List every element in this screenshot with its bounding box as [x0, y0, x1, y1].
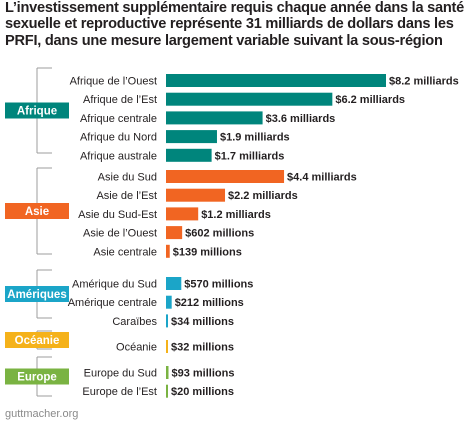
bar [166, 226, 183, 240]
bar [166, 92, 333, 106]
category-label: Asie centrale [93, 246, 157, 258]
value-label: $1.7 milliards [215, 150, 285, 162]
bar [166, 366, 169, 379]
category-label: Afrique de l’Ouest [70, 76, 157, 88]
value-label: $8.2 milliards [389, 76, 459, 88]
group-label: Océanie [15, 335, 60, 347]
value-label: $34 millions [171, 316, 234, 328]
category-label: Amérique centrale [68, 297, 157, 309]
bar [166, 74, 386, 87]
category-label: Afrique australe [80, 150, 157, 162]
category-label: Europe de l’Est [82, 386, 157, 398]
category-label: Afrique de l’Est [83, 94, 157, 106]
bar [166, 244, 170, 258]
category-label: Afrique du Nord [80, 132, 157, 144]
bar [166, 207, 199, 221]
value-label: $139 millions [173, 246, 242, 258]
value-label: $1.2 milliards [201, 209, 271, 221]
group-label: Amériques [7, 289, 66, 301]
group-label-box [5, 286, 69, 302]
source-credit: guttmacher.org [5, 408, 79, 420]
bar [166, 340, 168, 353]
bar [166, 111, 263, 125]
value-label: $32 millions [171, 342, 234, 354]
value-label: $570 millions [184, 279, 253, 291]
value-label: $4.4 milliards [287, 172, 357, 184]
bar [166, 130, 217, 144]
bar [166, 148, 212, 162]
bar [166, 295, 172, 309]
category-label: Océanie [116, 342, 157, 354]
value-label: $3.6 milliards [266, 113, 336, 125]
value-label: $2.2 milliards [228, 190, 298, 202]
bar [166, 384, 168, 398]
bar [166, 170, 285, 183]
category-label: Europe du Sud [84, 368, 157, 380]
value-label: $93 millions [171, 368, 234, 380]
group-label-box [5, 203, 69, 219]
category-label: Asie de l’Ouest [83, 228, 157, 240]
value-label: $602 millions [185, 228, 254, 240]
group-label-box [5, 102, 69, 119]
group-label-box [5, 368, 69, 385]
group-label: Asie [25, 206, 49, 218]
group-label: Europe [17, 372, 57, 384]
category-label: Caraïbes [112, 316, 157, 328]
bar [166, 314, 168, 328]
category-label: Afrique centrale [80, 113, 157, 125]
bar [166, 188, 226, 202]
value-label: $20 millions [171, 386, 234, 398]
category-label: Asie du Sud-Est [78, 209, 157, 221]
chart-title: L’investissement supplémentaire requis c… [5, 0, 465, 49]
category-label: Asie de l’Est [96, 190, 157, 202]
group-label: Afrique [17, 106, 57, 118]
category-label: Amérique du Sud [72, 279, 157, 291]
bar [166, 277, 182, 290]
value-label: $1.9 milliards [220, 132, 290, 144]
category-label: Asie du Sud [98, 172, 157, 184]
group-label-box [5, 332, 69, 348]
value-label: $212 millions [175, 297, 244, 309]
value-label: $6.2 milliards [335, 94, 405, 106]
